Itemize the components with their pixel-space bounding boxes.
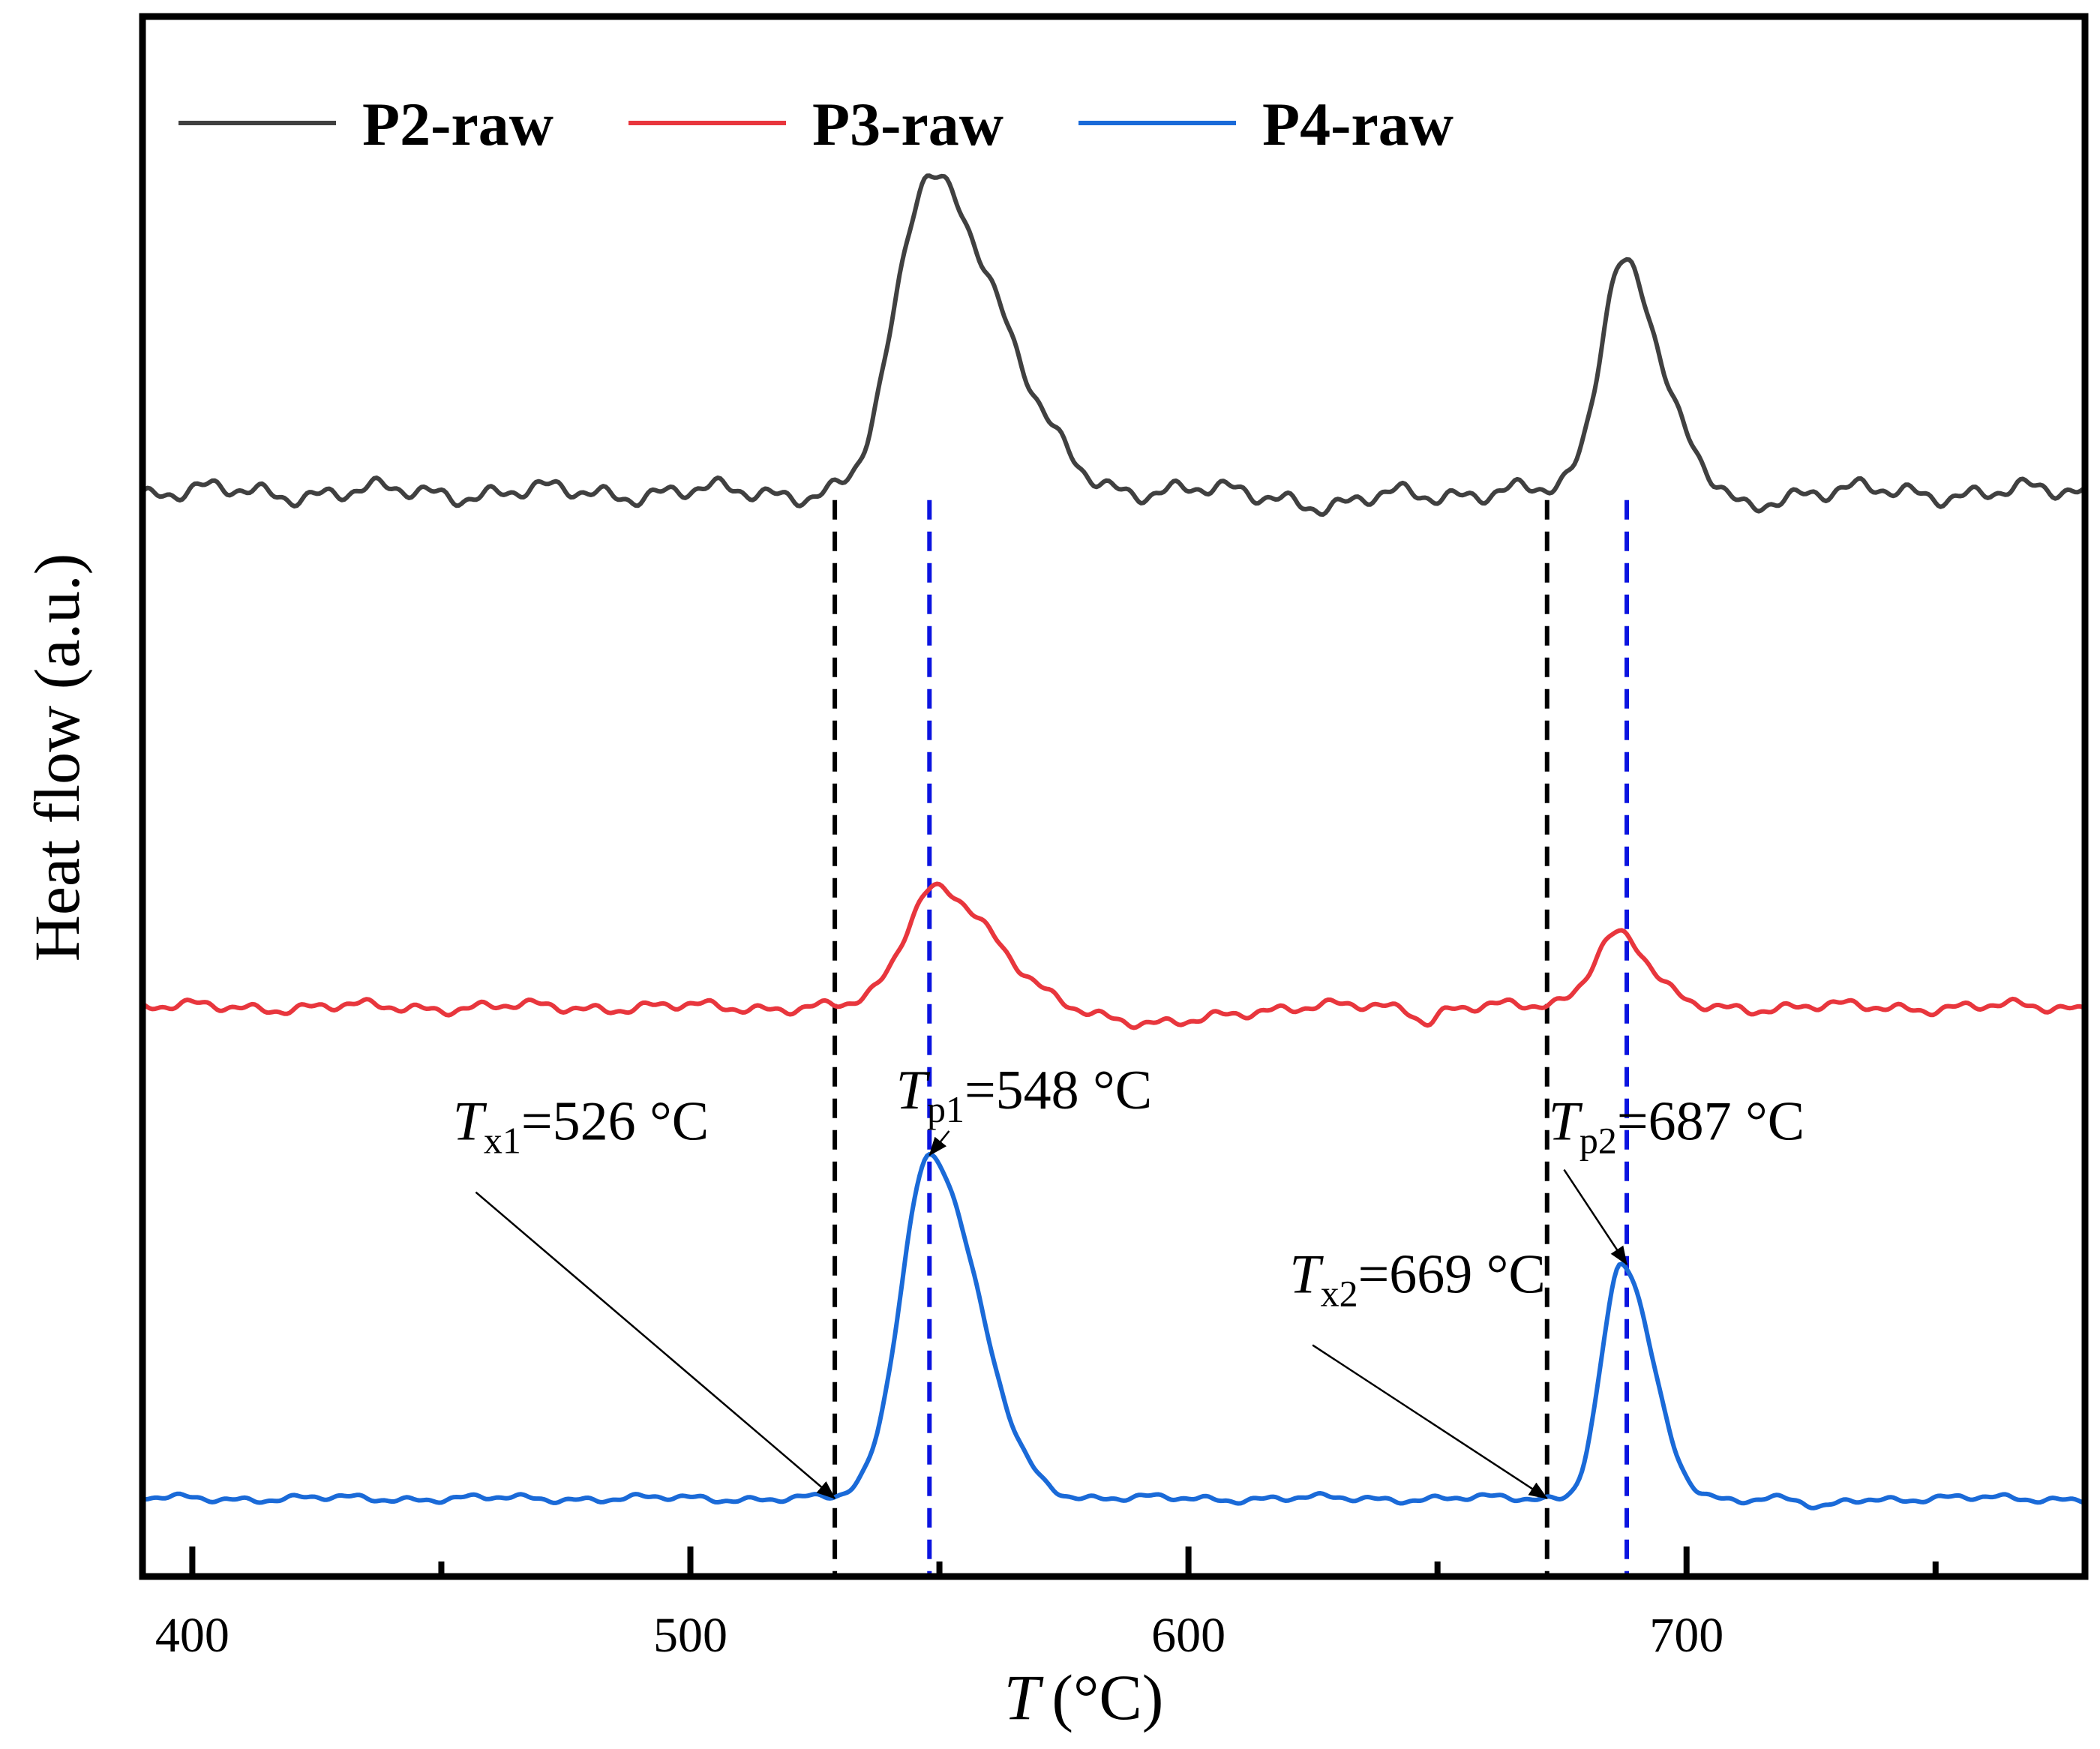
annotation-label-x1: Tx1=526 °C [453,1091,709,1162]
series-line-p4-raw [142,1151,2086,1510]
annotation-arrow-p2 [1563,1168,1628,1266]
annotation-arrow-x1 [475,1191,836,1499]
reference-lines [832,500,1630,1576]
x-axis-title: T (°C) [1004,1661,1164,1733]
series-line-p3-raw [141,881,2086,1030]
series-line-p2-raw [140,173,2086,518]
annotation-label-x2: Tx2=669 °C [1289,1244,1545,1314]
annotation-label-p1: Tp1=548 °C [896,1060,1152,1130]
x-axis-unit: (°C) [1052,1661,1163,1733]
annotation-arrow-x2 [1312,1344,1548,1500]
x-tick-label-700: 700 [1649,1608,1724,1663]
series-lines [140,173,2086,1510]
annotation-arrow-p1 [928,1130,950,1156]
legend-label-p2-raw: P2-raw [362,90,554,158]
legend: P2-raw P3-raw P4-raw [178,90,1454,158]
annotation-p1: Tp1=548 °C [896,1060,1152,1156]
x-tick-label-400: 400 [155,1608,230,1663]
annotation-x2: Tx2=669 °C [1289,1244,1548,1500]
annotation-x1: Tx1=526 °C [453,1091,836,1499]
x-axis-variable: T [1004,1661,1044,1733]
y-axis-title: Heat flow (a.u.) [21,554,93,962]
annotations: Tx1=526 °C Tp1=548 °C Tx2=669 °C Tp2=687 °C [453,1060,1804,1500]
legend-label-p3-raw: P3-raw [812,90,1004,158]
plot-frame [139,13,2089,1580]
x-axis-ticks: 400 500 600 700 [155,1546,1939,1663]
legend-label-p4-raw: P4-raw [1262,90,1454,158]
x-tick-label-600: 600 [1151,1608,1226,1663]
annotation-label-p2: Tp2=687 °C [1549,1091,1804,1162]
annotation-p2: Tp2=687 °C [1549,1091,1804,1266]
x-tick-label-500: 500 [653,1608,728,1663]
